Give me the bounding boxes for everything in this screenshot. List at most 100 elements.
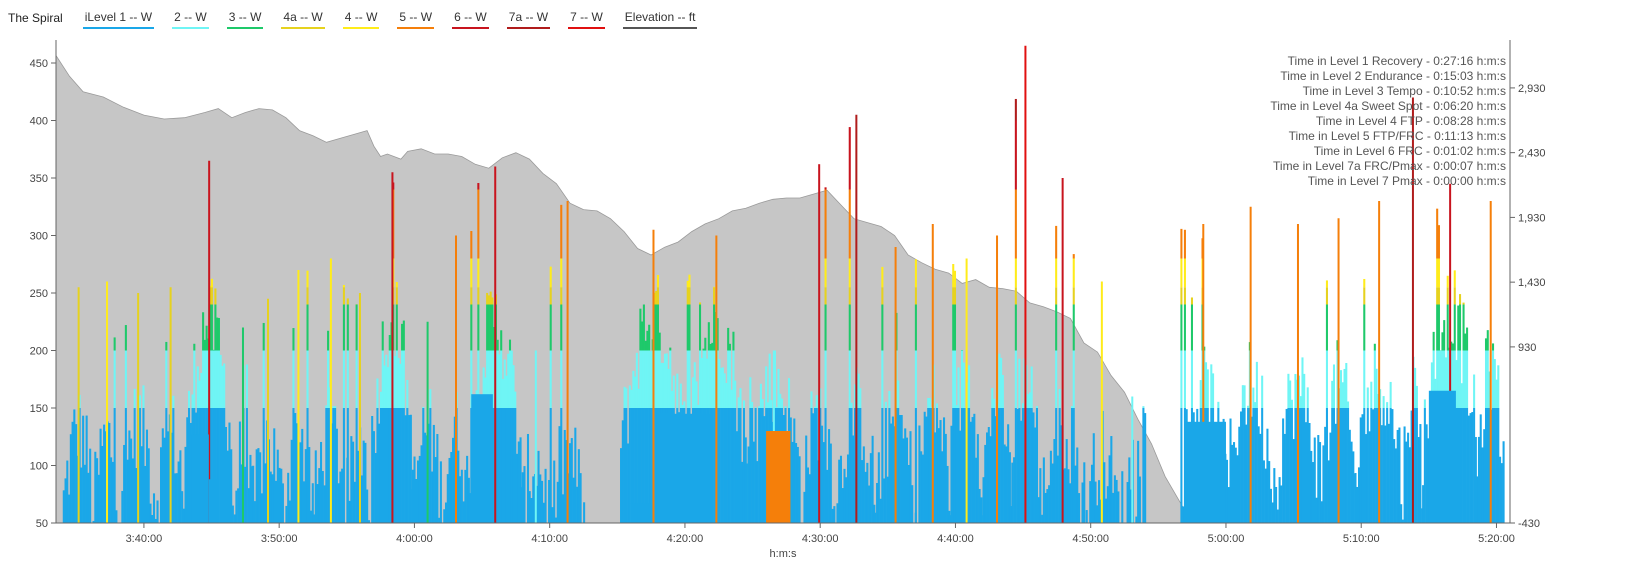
power-bar [477,287,480,305]
power-bar [1190,297,1193,305]
power-bar [501,378,504,408]
power-bar [468,493,471,523]
legend-item-level4a[interactable]: 4a -- W [281,9,325,29]
power-bar [890,423,893,523]
power-bar [1287,373,1290,408]
legend-item-level3[interactable]: 3 -- W [226,9,264,29]
legend-item-level5[interactable]: 5 -- W [397,9,435,29]
power-peak [652,229,655,523]
power-bar [1037,497,1040,523]
power-bar [306,350,309,408]
power-bar [1271,502,1274,523]
power-bar [175,473,178,523]
power-bar [1182,506,1185,523]
legend-item-level7a[interactable]: 7a -- W [506,9,551,29]
power-bar [641,408,644,523]
power-bar [1304,422,1308,523]
legend-item-level1[interactable]: iLevel 1 -- W [82,9,155,29]
y2-tick-label: 1,430 [1518,277,1546,289]
power-bar [135,468,138,523]
power-bar [1065,439,1068,523]
power-bar [672,375,675,408]
power-bar [1363,278,1366,288]
power-bar [395,408,398,523]
power-bar [399,408,402,523]
power-bar [1502,441,1505,523]
power-bar [957,408,960,523]
power-bar [292,408,295,523]
power-bar [761,399,764,408]
power-bar [805,435,808,523]
power-bar [113,337,116,351]
power-bar [964,408,967,523]
power-bar [1289,408,1292,523]
power-bar [1339,408,1343,523]
power-bar [1072,258,1075,288]
legend-item-level2[interactable]: 2 -- W [172,9,209,29]
power-bar [1308,423,1311,523]
power-bar [316,484,319,523]
power-bar [486,292,489,305]
power-bar [1336,350,1339,408]
power-bar [656,304,659,351]
power-bar [1486,408,1489,523]
power-bar [881,304,884,351]
power-bar [332,408,335,523]
power-bar [779,393,782,408]
power-bar [905,437,909,523]
power-bar [262,350,265,408]
legend-item-level4[interactable]: 4 -- W [342,9,380,29]
power-bar [62,490,65,523]
power-bar [1432,331,1435,351]
power-bar [1055,287,1058,305]
power-bar [775,407,778,408]
power-bar [1303,408,1306,523]
power-bar [902,438,905,523]
power-bar [789,417,792,523]
power-bar [914,408,917,523]
power-bar [503,408,506,523]
power-bar [824,287,827,305]
power-bar [94,451,97,523]
power-bar [304,449,307,523]
power-bar [971,417,974,523]
power-bar [470,350,473,408]
power-bar [713,304,716,351]
power-bar [788,378,791,408]
power-bar [1366,387,1369,408]
power-bar [97,474,100,523]
power-bar [1341,408,1344,523]
power-peak [267,298,269,523]
power-bar [1055,408,1058,523]
power-bar [312,514,316,523]
legend-item-level7[interactable]: 7 -- W [568,9,605,29]
power-bar [487,304,490,351]
power-bar [1380,425,1383,523]
power-bar [1240,411,1243,523]
power-bar [635,408,638,523]
power-bar [500,330,503,351]
power-bar [1459,350,1462,408]
power-bar [1437,304,1440,351]
legend-item-level6[interactable]: 6 -- W [452,9,489,29]
power-bar [1126,482,1129,523]
power-bar [1407,432,1410,523]
power-bar [1331,408,1334,523]
legend-item-elevation[interactable]: Elevation -- ft [622,9,698,29]
power-bar [1423,399,1426,408]
power-bar [278,467,281,523]
power-bar [1034,427,1037,523]
power-bar [1398,427,1401,523]
power-bar [64,478,67,523]
power-bar [676,373,679,408]
power-bar [1072,287,1075,305]
power-bar [950,425,953,523]
power-bar [850,408,853,523]
power-bar [1462,302,1465,305]
power-bar [1001,408,1004,523]
power-bar [897,380,900,408]
power-bar [327,330,330,351]
power-peak [208,160,211,523]
power-bar [925,416,928,523]
